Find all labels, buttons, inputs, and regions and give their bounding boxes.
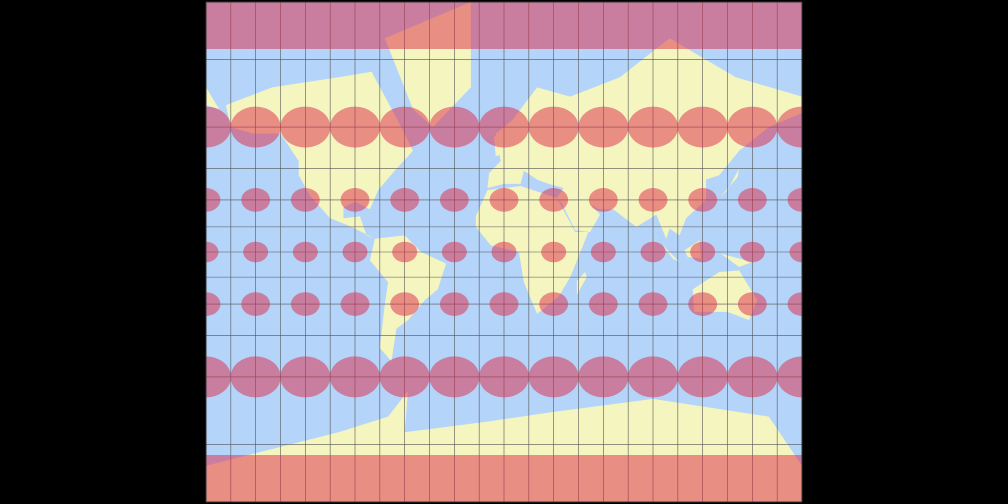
tissot-indicatrix [230, 106, 281, 148]
tissot-indicatrix [340, 292, 370, 316]
map-frame [205, 1, 803, 503]
tissot-indicatrix [688, 188, 718, 212]
tissot-indicatrix [539, 292, 569, 316]
tissot-indicatrix [280, 106, 331, 148]
tissot-indicatrix [590, 241, 616, 263]
tissot-indicatrix [330, 356, 380, 398]
tissot-indicatrix [489, 188, 519, 212]
tissot-indicatrix [677, 356, 728, 398]
tissot-indicatrix [789, 241, 802, 263]
tissot-indicatrix [342, 241, 368, 263]
tissot-indicatrix [206, 106, 231, 148]
tissot-indicatrix [690, 241, 716, 263]
tissot-indicatrix [479, 356, 529, 398]
tissot-indicatrix [787, 188, 802, 212]
polar-band [206, 2, 802, 49]
tissot-indicatrix [379, 106, 430, 148]
tissot-indicatrix [280, 356, 331, 398]
tissot-indicatrix [330, 106, 380, 148]
tissot-indicatrix [628, 356, 678, 398]
tissot-indicatrix [429, 356, 480, 398]
tissot-indicatrix [441, 241, 467, 263]
tissot-indicatrix [429, 106, 480, 148]
tissot-indicatrix [390, 188, 420, 212]
tissot-indicatrix [737, 292, 767, 316]
tissot-indicatrix [230, 356, 281, 398]
tissot-indicatrix [588, 292, 618, 316]
tissot-indicatrix [541, 241, 567, 263]
tissot-indicatrix [206, 241, 219, 263]
tissot-indicatrix [638, 188, 668, 212]
tissot-indicatrix [241, 292, 271, 316]
tissot-indicatrix [292, 241, 318, 263]
tissot-indicatrix [528, 106, 579, 148]
land [661, 243, 680, 262]
tissot-indicatrix [206, 188, 221, 212]
tissot-indicatrix [588, 188, 618, 212]
tissot-indicatrix [578, 106, 629, 148]
land [720, 253, 753, 267]
tissot-indicatrix [777, 106, 802, 148]
land [206, 87, 220, 110]
tissot-indicatrix [739, 241, 765, 263]
tissot-indicatrix [688, 292, 718, 316]
tissot-indicatrix [439, 188, 469, 212]
tissot-indicatrix [539, 188, 569, 212]
tissot-indicatrix [379, 356, 430, 398]
tissot-indicatrix [628, 106, 678, 148]
tissot-indicatrix [677, 106, 728, 148]
tissot-indicatrix [640, 241, 666, 263]
tissot-indicatrix [777, 356, 802, 398]
tissot-indicatrix [578, 356, 629, 398]
tissot-indicatrix [390, 292, 420, 316]
tissot-indicatrix [489, 292, 519, 316]
tissot-indicatrix [491, 241, 517, 263]
tissot-indicatrix [439, 292, 469, 316]
tissot-indicatrix [243, 241, 269, 263]
tissot-indicatrix [727, 356, 778, 398]
tissot-indicatrix [241, 188, 271, 212]
tissot-indicatrix [737, 188, 767, 212]
tissot-indicatrix [727, 106, 778, 148]
polar-band [206, 455, 802, 502]
tissot-indicatrix [340, 188, 370, 212]
tissot-indicatrix [479, 106, 529, 148]
tissot-indicatrix [206, 292, 221, 316]
tissot-indicatrix [206, 356, 231, 398]
tissot-indicatrix [392, 241, 418, 263]
tissot-indicatrix [528, 356, 579, 398]
tissot-indicatrix [290, 188, 320, 212]
tissot-indicatrix [638, 292, 668, 316]
tissot-indicatrix [787, 292, 802, 316]
tissot-indicatrix [290, 292, 320, 316]
map-area [205, 1, 803, 503]
land [576, 272, 587, 295]
